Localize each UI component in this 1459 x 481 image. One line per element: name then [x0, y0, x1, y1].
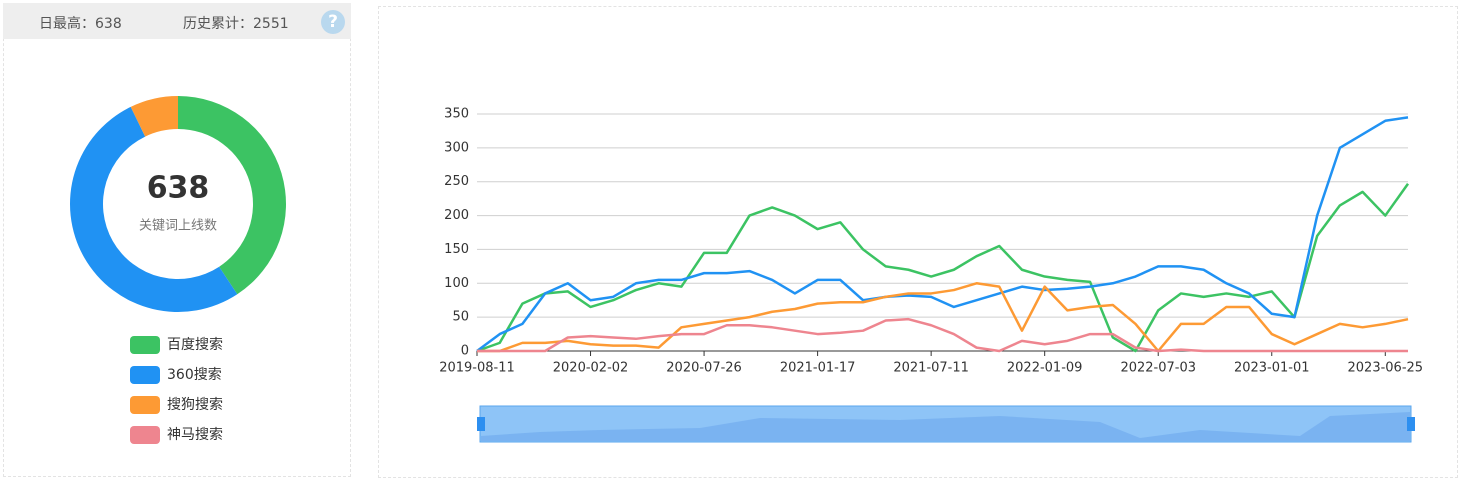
x-tick-label: 2022-07-03 — [1120, 361, 1196, 376]
y-tick-label: 200 — [444, 208, 469, 223]
y-tick-label: 350 — [444, 107, 469, 122]
help-icon[interactable]: ? — [321, 10, 345, 34]
line-series — [476, 183, 1410, 353]
line-series — [477, 317, 1408, 353]
legend-label: 神马搜索 — [167, 426, 223, 443]
x-tick-label: 2020-02-02 — [553, 361, 629, 376]
zoom-handle[interactable] — [1407, 417, 1415, 431]
y-tick-label: 150 — [444, 242, 469, 257]
y-tick-label: 300 — [444, 140, 469, 155]
stat-value: 638 — [95, 16, 122, 32]
x-tick-label: 2021-01-17 — [780, 361, 856, 376]
stat: 日最高：638 — [39, 13, 122, 33]
y-tick-label: 50 — [452, 310, 469, 325]
stat-value: 2551 — [253, 16, 289, 32]
right-panel — [378, 6, 1458, 478]
donut-segment — [178, 96, 286, 295]
legend-label: 搜狗搜索 — [167, 396, 223, 413]
x-tick-label: 2019-08-11 — [439, 361, 515, 376]
x-tick-label: 2020-07-26 — [666, 361, 742, 376]
donut-segment — [130, 96, 178, 137]
zoom-handle[interactable] — [477, 417, 485, 431]
stats-bar: 日最高：638 历史累计：2551 ? — [3, 3, 351, 39]
stat: 历史累计：2551 — [183, 13, 289, 33]
line-series — [476, 116, 1409, 353]
legend-label: 百度搜索 — [167, 336, 223, 353]
donut-center-value: 638 — [147, 171, 210, 206]
legend-swatch — [130, 336, 160, 354]
legend-swatch — [130, 396, 160, 414]
legend-swatch — [130, 366, 160, 384]
legend-label: 360搜索 — [167, 366, 222, 383]
legend-swatch — [130, 426, 160, 444]
donut-center-label: 关键词上线数 — [139, 219, 217, 234]
x-tick-label: 2021-07-11 — [893, 361, 969, 376]
zoom-preview — [481, 412, 1410, 441]
y-tick-label: 0 — [461, 344, 469, 359]
stat-label: 日最高： — [39, 16, 95, 32]
x-tick-label: 2023-06-25 — [1348, 361, 1424, 376]
donut-segment — [69, 106, 238, 313]
y-tick-label: 100 — [444, 276, 469, 291]
stat-label: 历史累计： — [183, 16, 253, 32]
x-tick-label: 2023-01-01 — [1234, 361, 1310, 376]
y-tick-label: 250 — [444, 174, 469, 189]
x-tick-label: 2022-01-09 — [1007, 361, 1083, 376]
line-series — [477, 282, 1409, 353]
